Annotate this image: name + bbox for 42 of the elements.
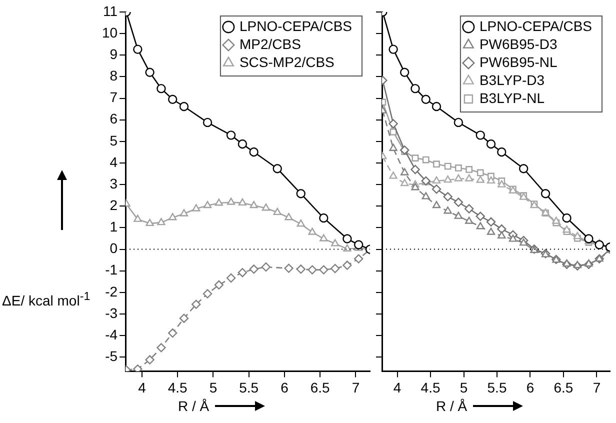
y-tick-label: 5	[110, 132, 118, 148]
x-tick-label: 4	[393, 379, 402, 396]
y-tick-label: -3	[105, 304, 118, 321]
y-tick-label: -2	[105, 283, 118, 300]
x-tick-label: 5	[460, 379, 468, 396]
x-tick-label: 7	[352, 379, 360, 396]
x-tick-label: 7	[592, 379, 601, 396]
y-tick-label: 2	[110, 197, 118, 214]
x-tick-label: 5.5	[487, 379, 507, 396]
y-tick-label: 10	[102, 24, 118, 40]
y-tick-label: 4	[110, 154, 118, 170]
y-tick-label: -4	[105, 326, 118, 342]
y-axis-title: ΔE/ kcal mol$^{-1}$	[2, 290, 90, 309]
x-tick-label: 6.5	[310, 379, 330, 396]
x-tick-label: 4.5	[420, 379, 440, 396]
x-tick-label: 6	[280, 379, 289, 396]
y-tick-label: -5	[105, 348, 118, 364]
y-tick-label: 0	[110, 240, 118, 256]
x-tick-label: 6	[526, 379, 534, 396]
y-tick-label: -1	[105, 262, 118, 278]
x-tick-label: 5.5	[239, 379, 259, 396]
y-tick-label: 6	[110, 110, 118, 127]
x-tick-label: 4.5	[168, 379, 188, 396]
y-tick-label: 3	[110, 175, 118, 192]
y-tick-label: 11	[103, 2, 118, 19]
legend-label: SCS-MP2/CBS	[239, 54, 334, 70]
x-axis-title: R / Å	[436, 398, 468, 414]
y-tick-label: 9	[110, 46, 118, 62]
x-axis-title: R / Å	[178, 398, 210, 414]
legend-label: MP2/CBS	[239, 36, 301, 52]
legend-label: PW6B95-NL	[479, 54, 558, 70]
legend-label: B3LYP-NL	[479, 90, 545, 106]
y-tick-label: 8	[110, 68, 118, 84]
y-tick-label: 7	[110, 89, 118, 106]
legend-label: LPNO-CEPA/CBS	[239, 18, 352, 34]
legend-label: LPNO-CEPA/CBS	[479, 18, 592, 34]
legend-label: B3LYP-D3	[479, 72, 545, 88]
x-tick-label: 6.5	[554, 379, 574, 396]
legend-label: PW6B95-D3	[479, 36, 558, 52]
y-tick-label: 1	[110, 218, 118, 235]
x-tick-label: 4	[138, 379, 146, 396]
x-tick-label: 5	[209, 379, 218, 396]
